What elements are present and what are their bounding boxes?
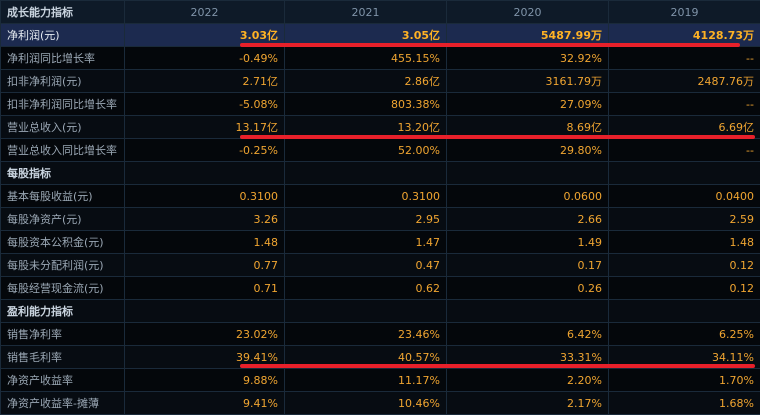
cell-value: 6.25% — [609, 323, 760, 346]
row-label: 每股经营现金流(元) — [1, 277, 125, 300]
cell-value: 23.02% — [125, 323, 285, 346]
cell-value: 2.71亿 — [125, 70, 285, 93]
row-label: 净利润同比增长率 — [1, 47, 125, 70]
section-title: 每股指标 — [1, 162, 125, 185]
cell-value: 1.49 — [447, 231, 609, 254]
cell-value: -0.25% — [125, 139, 285, 162]
cell-value: 0.0600 — [447, 185, 609, 208]
cell-value: 9.88% — [125, 369, 285, 392]
red-underline-annotation — [240, 43, 740, 47]
cell-value: -- — [609, 93, 760, 116]
row-label: 基本每股收益(元) — [1, 185, 125, 208]
table-row[interactable]: 每股净资产(元) 3.26 2.95 2.66 2.59 — [1, 208, 760, 231]
cell-value: 1.68% — [609, 392, 760, 415]
row-label: 营业总收入(元) — [1, 116, 125, 139]
row-label: 净资产收益率 — [1, 369, 125, 392]
table-row[interactable]: 销售净利率 23.02% 23.46% 6.42% 6.25% — [1, 323, 760, 346]
cell-value: 11.17% — [285, 369, 447, 392]
table-row[interactable]: 每股资本公积金(元) 1.48 1.47 1.49 1.48 — [1, 231, 760, 254]
cell-value: -5.08% — [125, 93, 285, 116]
row-label: 净利润(元) — [1, 24, 125, 47]
cell-value: 0.47 — [285, 254, 447, 277]
red-underline-annotation — [240, 364, 755, 368]
cell-value: 0.77 — [125, 254, 285, 277]
row-label: 营业总收入同比增长率 — [1, 139, 125, 162]
year-column-2022[interactable]: 2022 — [125, 1, 285, 24]
table-row[interactable]: 扣非净利润(元) 2.71亿 2.86亿 3161.79万 2487.76万 — [1, 70, 760, 93]
row-label: 扣非净利润同比增长率 — [1, 93, 125, 116]
cell-value: 3.26 — [125, 208, 285, 231]
row-label: 每股未分配利润(元) — [1, 254, 125, 277]
cell-value: 2.66 — [447, 208, 609, 231]
cell-value: 0.12 — [609, 277, 760, 300]
cell-value: -- — [609, 47, 760, 70]
table-row[interactable]: 基本每股收益(元) 0.3100 0.3100 0.0600 0.0400 — [1, 185, 760, 208]
cell-value: 2.86亿 — [285, 70, 447, 93]
row-label: 销售毛利率 — [1, 346, 125, 369]
cell-value: -- — [609, 139, 760, 162]
cell-value: 2.95 — [285, 208, 447, 231]
cell-value: 0.71 — [125, 277, 285, 300]
row-label: 净资产收益率-摊薄 — [1, 392, 125, 415]
section-title: 盈利能力指标 — [1, 300, 125, 323]
cell-value: 9.41% — [125, 392, 285, 415]
cell-value: 2487.76万 — [609, 70, 760, 93]
year-column-2019[interactable]: 2019 — [609, 1, 760, 24]
year-column-2020[interactable]: 2020 — [447, 1, 609, 24]
year-column-2021[interactable]: 2021 — [285, 1, 447, 24]
cell-value: 1.48 — [125, 231, 285, 254]
cell-value: 2.17% — [447, 392, 609, 415]
header-row: 成长能力指标 2022 2021 2020 2019 — [1, 1, 760, 24]
table-row[interactable]: 每股未分配利润(元) 0.77 0.47 0.17 0.12 — [1, 254, 760, 277]
cell-value: 27.09% — [447, 93, 609, 116]
cell-value: 1.47 — [285, 231, 447, 254]
table-row[interactable]: 净资产收益率 9.88% 11.17% 2.20% 1.70% — [1, 369, 760, 392]
cell-value: 6.42% — [447, 323, 609, 346]
cell-value: 29.80% — [447, 139, 609, 162]
table-row[interactable]: 扣非净利润同比增长率 -5.08% 803.38% 27.09% -- — [1, 93, 760, 116]
row-label: 每股净资产(元) — [1, 208, 125, 231]
cell-value: 0.62 — [285, 277, 447, 300]
section-header-row: 盈利能力指标 — [1, 300, 760, 323]
cell-value: 32.92% — [447, 47, 609, 70]
cell-value: 52.00% — [285, 139, 447, 162]
table-row[interactable]: 营业总收入同比增长率 -0.25% 52.00% 29.80% -- — [1, 139, 760, 162]
row-label: 销售净利率 — [1, 323, 125, 346]
cell-value: 0.0400 — [609, 185, 760, 208]
cell-value: 2.59 — [609, 208, 760, 231]
cell-value: 1.48 — [609, 231, 760, 254]
section-header-row: 每股指标 — [1, 162, 760, 185]
cell-value: 803.38% — [285, 93, 447, 116]
cell-value: 23.46% — [285, 323, 447, 346]
cell-value: -0.49% — [125, 47, 285, 70]
cell-value: 0.3100 — [285, 185, 447, 208]
cell-value: 0.3100 — [125, 185, 285, 208]
cell-value: 10.46% — [285, 392, 447, 415]
table-row[interactable]: 净利润同比增长率 -0.49% 455.15% 32.92% -- — [1, 47, 760, 70]
cell-value: 455.15% — [285, 47, 447, 70]
cell-value: 0.26 — [447, 277, 609, 300]
table-row[interactable]: 净资产收益率-摊薄 9.41% 10.46% 2.17% 1.68% — [1, 392, 760, 415]
cell-value: 3161.79万 — [447, 70, 609, 93]
red-underline-annotation — [240, 135, 755, 139]
cell-value: 2.20% — [447, 369, 609, 392]
table-row[interactable]: 每股经营现金流(元) 0.71 0.62 0.26 0.12 — [1, 277, 760, 300]
cell-value: 0.17 — [447, 254, 609, 277]
cell-value: 0.12 — [609, 254, 760, 277]
cell-value: 1.70% — [609, 369, 760, 392]
row-label: 每股资本公积金(元) — [1, 231, 125, 254]
row-label: 扣非净利润(元) — [1, 70, 125, 93]
table-title: 成长能力指标 — [1, 1, 125, 24]
